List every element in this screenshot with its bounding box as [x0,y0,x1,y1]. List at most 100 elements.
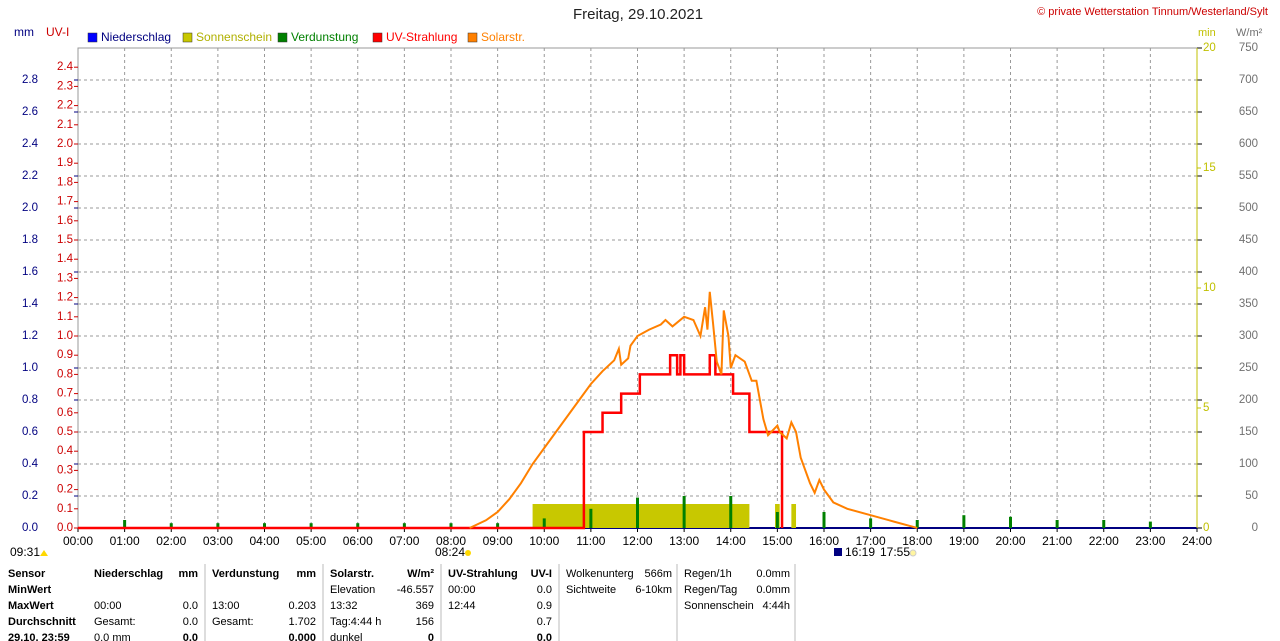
stats-cell: Sonnenschein [684,600,754,612]
sunset-marker: 17:55 [880,545,910,559]
y-tick-label: 350 [1239,298,1258,310]
y-tick-label: 1.4 [22,298,39,310]
evaporation-spike [962,515,966,528]
x-tick-label: 11:00 [576,534,605,548]
y-tick-label: 2.4 [57,61,74,73]
legend-swatch [182,32,193,43]
y-tick-label: 1.5 [57,234,73,246]
y-tick-label: 0.9 [57,349,73,361]
sunrise-marker: 08:24 [435,545,465,559]
y-tick-label: 15 [1203,162,1216,174]
evaporation-spike [869,518,873,528]
x-tick-label: 09:00 [483,534,513,548]
stats-cell: Regen/Tag [684,584,737,596]
y-tick-label: 2.3 [57,80,73,92]
y-tick-label: 0.0 [22,522,38,534]
chart-title: Freitag, 29.10.2021 [573,6,703,23]
y-tick-label: 200 [1239,394,1258,406]
axis-unit: W/m² [1236,27,1263,39]
x-tick-label: 22:00 [1089,534,1119,548]
stats-cell: 1.702 [288,616,316,628]
legend-swatch [467,32,478,43]
stats-cell: MinWert [8,584,52,596]
stats-cell: UV-I [531,568,552,580]
evaporation-spike [729,496,733,528]
axis-unit: UV-I [46,25,69,39]
evaporation-spike [915,520,919,528]
stats-cell: 0 [428,632,434,641]
x-tick-label: 24:00 [1182,534,1212,548]
y-tick-label: 0.2 [57,484,73,496]
y-tick-label: 2.0 [22,202,38,214]
stats-cell: mm [296,568,316,580]
uv-line [78,353,784,530]
stats-cell: Gesamt: [212,616,254,628]
y-tick-label: 1.0 [57,330,73,342]
stats-cell: Gesamt: [94,616,136,628]
x-tick-label: 12:00 [622,534,652,548]
stats-cell: 4:44h [762,600,790,612]
y-tick-label: 1.1 [57,311,73,323]
evaporation-spike [169,523,173,528]
x-tick-label: 01:00 [110,534,140,548]
legend-label: UV-Strahlung [386,30,457,44]
y-tick-label: 0.6 [57,407,73,419]
stats-cell: 0.7 [537,616,552,628]
axis-unit: mm [14,25,34,39]
stats-cell: Sichtweite [566,584,616,596]
marker-icon [465,550,471,556]
stats-cell: 369 [416,600,434,612]
y-tick-label: 0.8 [57,368,73,380]
evaporation-spike [1102,520,1106,528]
evaporation-spike [1009,516,1012,528]
y-tick-label: 1.7 [57,196,73,208]
stats-cell: 0.203 [288,600,316,612]
y-tick-label: 1.3 [57,272,73,284]
credit: © private Wetterstation Tinnum/Westerlan… [1037,6,1268,18]
evaporation-spike [682,496,686,528]
y-tick-label: 0 [1203,522,1209,534]
stats-cell: 00:00 [94,600,122,612]
y-tick-label: 100 [1239,458,1258,470]
y-tick-label: 0.8 [22,394,38,406]
y-tick-label: 400 [1239,266,1258,278]
evaporation-spike [216,523,220,528]
y-tick-label: 250 [1239,362,1258,374]
stats-cell: Niederschlag [94,568,163,580]
y-tick-label: 700 [1239,74,1258,86]
stats-cell: -46.557 [397,584,434,596]
x-tick-label: 00:00 [63,534,93,548]
x-tick-label: 21:00 [1042,534,1072,548]
x-tick-label: 15:00 [762,534,792,548]
y-tick-label: 0.1 [57,503,73,515]
y-tick-label: 0.5 [57,426,73,438]
stats-cell: 156 [416,616,434,628]
stats-cell: 6-10km [635,584,672,596]
stats-cell: Tag:4:44 h [330,616,381,628]
evaporation-spike [589,508,593,528]
legend-label: Niederschlag [101,30,171,44]
y-tick-label: 300 [1239,330,1258,342]
y-tick-label: 1.6 [22,266,38,278]
stats-cell: 0.0mm [756,568,790,580]
y-tick-label: 20 [1203,42,1216,54]
x-tick-label: 04:00 [249,534,279,548]
y-tick-label: 50 [1245,490,1258,502]
stats-cell: 12:44 [448,600,476,612]
x-tick-label: 10:00 [529,534,559,548]
stats-cell: 29.10. 23:59 [8,632,70,641]
legend-label: Solarstr. [481,30,525,44]
stats-cell: 13:00 [212,600,240,612]
stats-cell: 0.0 [183,616,198,628]
sunshine-bar [791,504,797,528]
x-tick-label: 03:00 [203,534,233,548]
legend-swatch [87,32,98,43]
y-tick-label: 2.6 [22,106,38,118]
evaporation-spike [402,523,406,528]
solar-line [469,291,918,529]
y-tick-label: 600 [1239,138,1258,150]
marker-icon [834,548,842,556]
evaporation-spike [496,523,500,528]
y-tick-label: 0 [1252,522,1258,534]
